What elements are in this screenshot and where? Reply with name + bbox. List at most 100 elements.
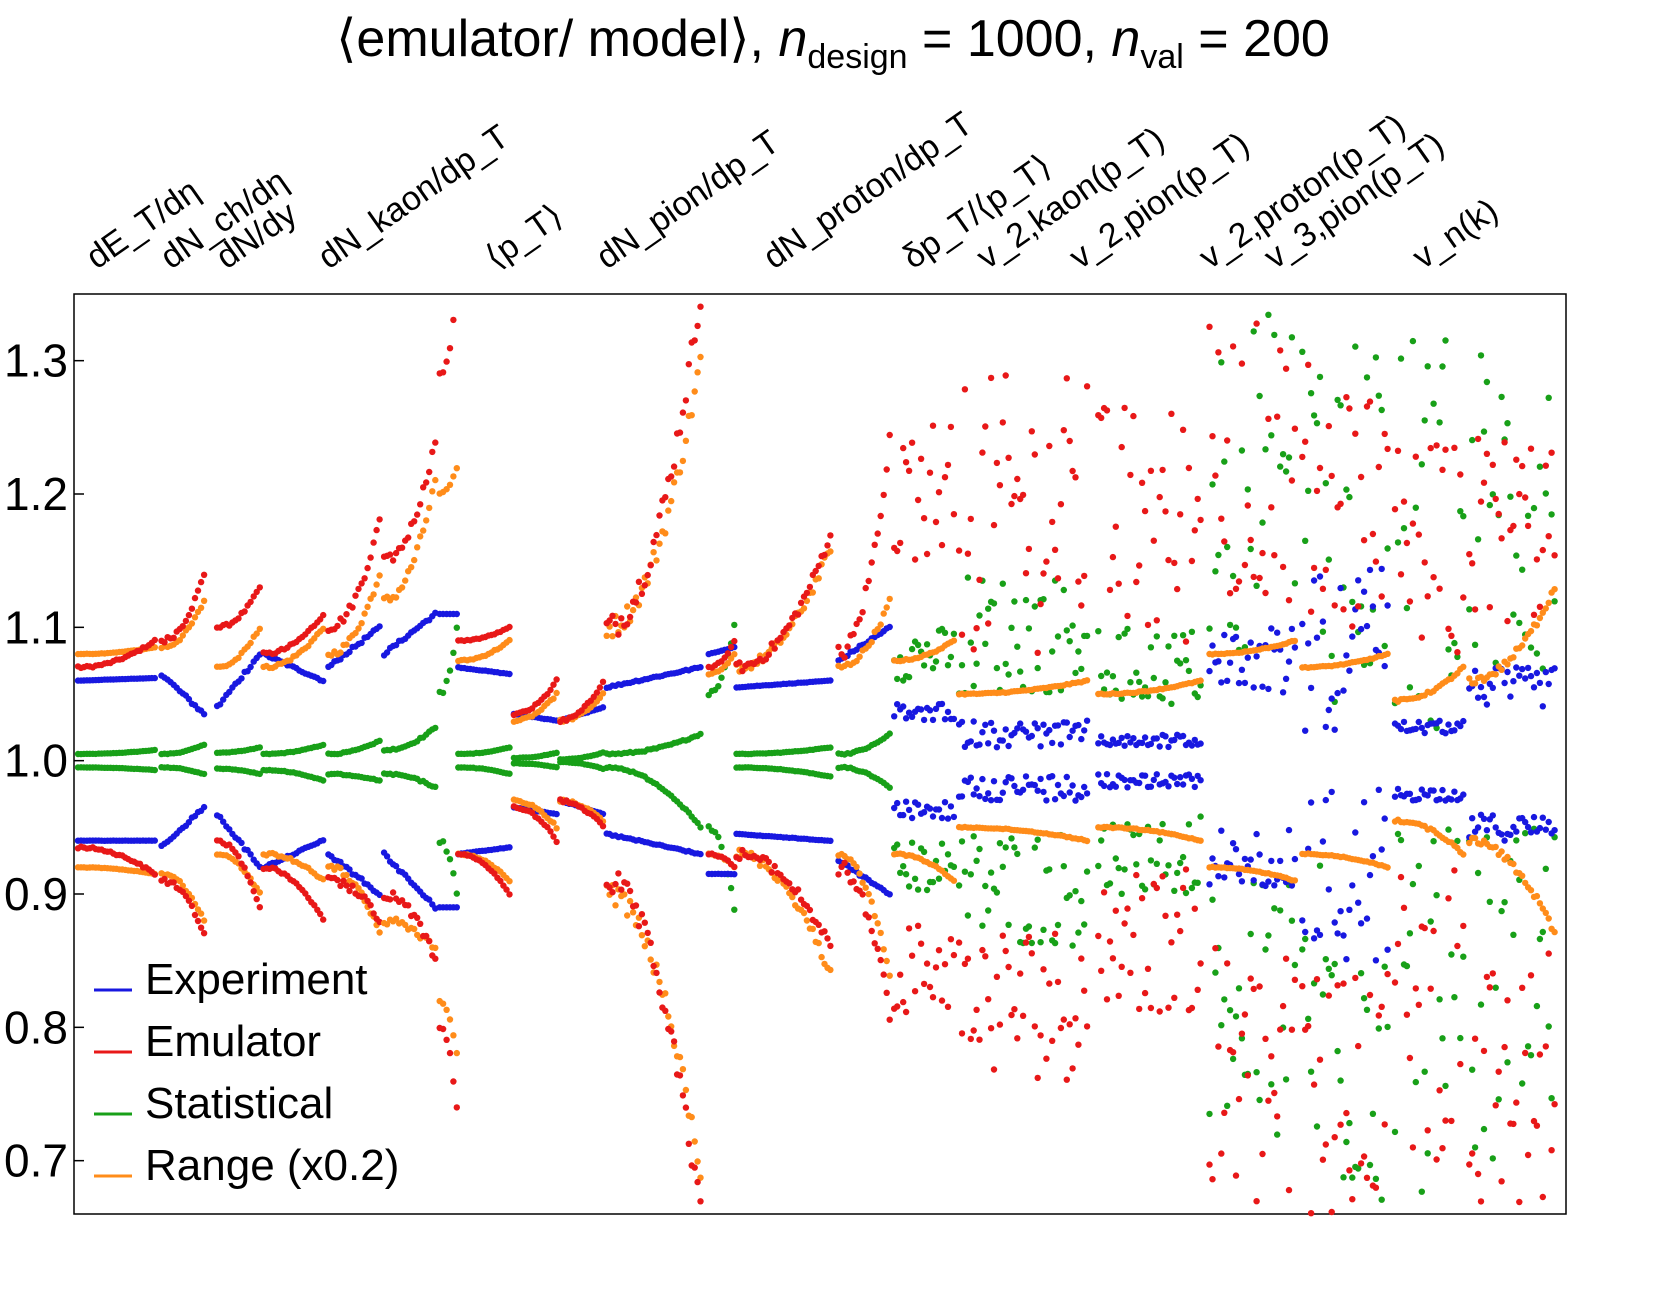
experiment-point [999,737,1006,744]
experiment-point [938,700,946,708]
experiment-point [1171,736,1178,744]
emulator-point [1253,320,1260,327]
emulator-point [1384,970,1391,978]
emulator-point [1536,1051,1544,1058]
emulator-point [1424,1127,1431,1134]
statistical-point [1224,543,1231,551]
emulator-point [697,303,704,310]
experiment-point [1346,667,1353,674]
title-n1-sub: design [807,38,907,76]
statistical-point [1436,996,1443,1003]
range-point [1504,853,1511,861]
experiment-point [376,891,383,899]
statistical-point [446,667,454,674]
statistical-point [1483,378,1491,386]
emulator-point [1542,462,1550,469]
statistical-point [911,875,919,882]
emulator-point [1409,520,1417,527]
experiment-point [905,806,913,814]
emulator-point [241,608,248,615]
experiment-point [1124,784,1131,791]
experiment-point [1397,725,1405,733]
experiment-point [1391,793,1399,800]
experiment-point [1474,824,1482,831]
emulator-point [996,482,1004,489]
emulator-point [1014,475,1021,483]
emulator-point [1031,1023,1039,1030]
experiment-point [1285,658,1293,665]
statistical-point [1477,352,1485,359]
emulator-point [1542,1043,1550,1050]
statistical-point [506,770,513,777]
statistical-point [1040,596,1047,603]
statistical-point [1430,400,1437,407]
emulator-point [450,316,457,324]
emulator-point [1391,506,1399,513]
statistical-point [1474,869,1482,877]
emulator-point [1171,559,1178,567]
experiment-point [358,875,365,882]
range-point [402,921,409,929]
emulator-point [1430,927,1437,935]
statistical-point [1349,598,1356,606]
experiment-point [1513,828,1520,835]
statistical-point [976,845,983,853]
experiment-point [1477,683,1485,691]
statistical-point [1215,551,1222,559]
experiment-point [1539,814,1547,821]
range-point [1551,586,1558,593]
experiment-point [1235,870,1243,878]
emulator-point [797,599,805,606]
emulator-point [1495,510,1502,518]
statistical-point [1049,648,1056,655]
statistical-point [941,629,949,636]
experiment-point [1075,721,1082,729]
statistical-point [1118,890,1125,897]
range-point [950,637,958,644]
experiment-point [1162,733,1169,740]
emulator-point [967,515,974,523]
experiment-point [917,706,925,713]
range-point [1545,915,1552,922]
emulator-point [920,980,928,988]
range-point [256,889,263,896]
range-point [305,642,312,650]
statistical-point [1106,880,1114,887]
experiment-point [1322,723,1330,731]
emulator-point [1124,612,1131,620]
statistical-point [900,863,907,870]
range-point [731,651,738,658]
range-point [506,636,513,644]
emulator-point [1121,920,1128,927]
experiment-point [1049,773,1056,780]
range-point [411,925,418,933]
emulator-point [947,936,955,943]
emulator-point [1028,950,1036,957]
statistical-point [1017,668,1024,675]
experiment-point [1277,857,1284,865]
statistical-point [1328,972,1335,979]
emulator-point [1136,1005,1143,1013]
range-point [1492,671,1499,678]
statistical-point [1130,831,1137,839]
experiment-point [947,803,955,810]
statistical-point [1307,390,1315,397]
range-point [1542,909,1550,917]
statistical-point [1282,468,1290,475]
statistical-point [1498,907,1505,915]
emulator-point [612,620,619,628]
emulator-point [1474,435,1482,443]
statistical-point [1302,935,1309,943]
emulator-point [1040,570,1047,577]
statistical-point [1424,363,1431,370]
emulator-point [1256,574,1263,582]
experiment-point [1095,771,1102,778]
statistical-point [1028,939,1036,947]
emulator-point [1209,433,1216,440]
emulator-point [1381,430,1388,438]
emulator-point [877,956,884,964]
emulator-point [253,588,260,596]
statistical-point [1060,863,1068,870]
statistical-point [970,682,977,690]
statistical-point [1349,1174,1356,1181]
